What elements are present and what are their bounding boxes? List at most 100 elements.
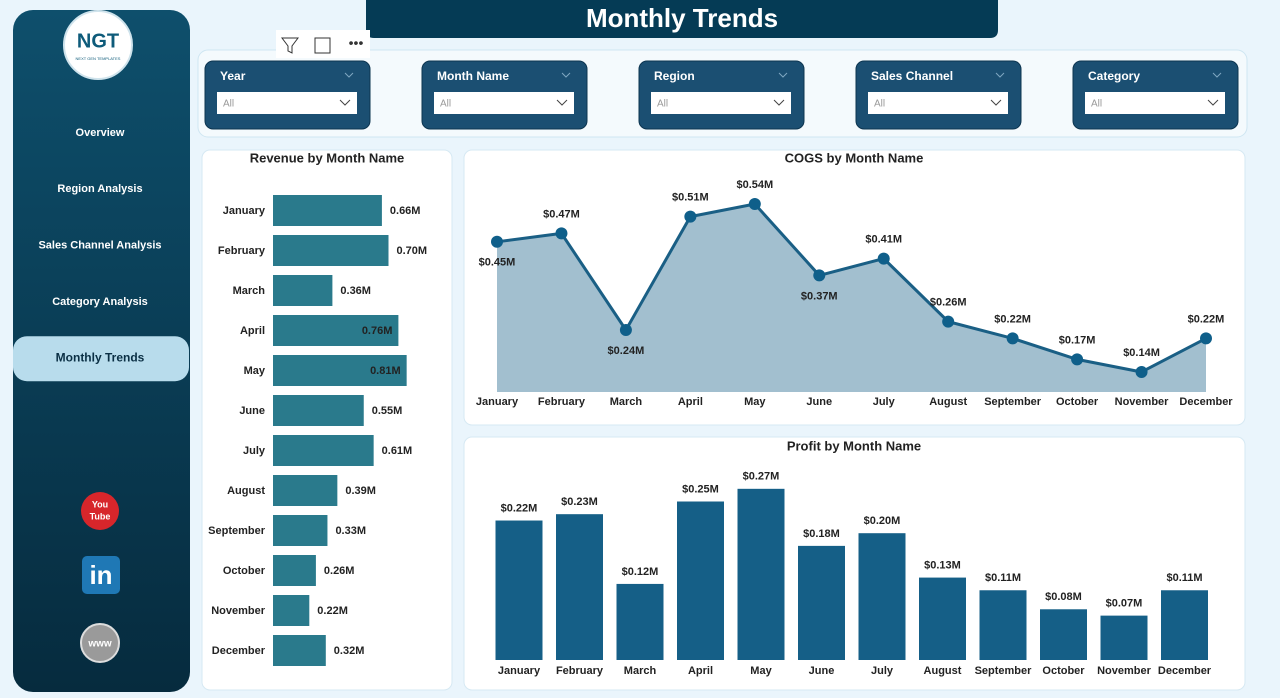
dropdown-value: All [440, 99, 451, 110]
category-label: July [243, 445, 266, 457]
category-label: October [223, 565, 266, 577]
bar [273, 195, 382, 226]
bar [1040, 609, 1087, 660]
youtube-text: You [92, 499, 108, 509]
data-label: $0.22M [1188, 313, 1225, 325]
bar [273, 275, 333, 306]
point [491, 235, 503, 248]
bar [858, 533, 906, 660]
filter-label: Category [1088, 69, 1140, 83]
focus-icon[interactable] [314, 37, 331, 54]
data-label: $0.17M [1059, 334, 1096, 346]
bar [273, 635, 326, 666]
bar [273, 235, 389, 266]
data-label: $0.51M [672, 192, 709, 204]
filter-label: Year [220, 69, 246, 83]
dropdown[interactable] [1085, 92, 1225, 114]
filter-icon[interactable] [281, 37, 299, 54]
category-label: December [212, 645, 266, 657]
bar [677, 501, 724, 660]
data-label: 0.33M [335, 525, 366, 537]
data-label: $0.22M [501, 502, 538, 514]
data-label: $0.08M [1045, 591, 1082, 603]
data-label: $0.07M [1106, 598, 1143, 610]
bar [273, 395, 364, 426]
data-label: 0.66M [390, 205, 421, 217]
point [555, 227, 568, 240]
chart-title: Revenue by Month Name [250, 150, 405, 165]
category-label: May [244, 365, 266, 377]
category-label: January [476, 396, 519, 408]
data-label: $0.47M [543, 208, 580, 220]
bar [737, 488, 785, 660]
data-label: 0.55M [372, 405, 403, 417]
data-label: $0.12M [622, 566, 659, 578]
bar [273, 435, 374, 466]
category-label: September [984, 396, 1042, 408]
bar [273, 315, 399, 346]
category-label: June [239, 405, 265, 417]
nav-item[interactable]: Monthly Trends [56, 350, 145, 364]
linkedin-icon[interactable] [82, 556, 120, 594]
bar [556, 514, 603, 660]
category-label: May [750, 665, 772, 677]
category-label: February [538, 396, 586, 408]
bar [979, 590, 1027, 660]
web-icon[interactable] [80, 623, 120, 663]
data-label: $0.54M [736, 179, 773, 191]
bar [495, 520, 543, 660]
logo [63, 10, 133, 80]
category-label: September [975, 665, 1033, 677]
logo-text: NGT [77, 30, 119, 52]
chevron [344, 72, 354, 78]
category-label: November [1097, 665, 1152, 677]
point [684, 210, 697, 223]
dropdown[interactable] [651, 92, 791, 114]
bar [273, 555, 316, 586]
header-bar [366, 0, 998, 38]
point [619, 324, 632, 336]
data-label: 0.76M [362, 325, 393, 337]
chevron [1212, 72, 1222, 78]
line [496, 202, 1207, 374]
bar [1161, 590, 1208, 660]
chevron [1207, 99, 1219, 106]
category-label: February [556, 665, 604, 677]
bar [273, 475, 338, 506]
dropdown[interactable] [434, 92, 574, 114]
data-label: 0.61M [382, 445, 413, 457]
nav-active [13, 336, 189, 382]
bar [273, 515, 328, 546]
category-label: March [610, 396, 643, 408]
data-label: 0.81M [370, 365, 401, 377]
point [1006, 332, 1019, 345]
data-label: $0.24M [608, 345, 645, 357]
nav-item[interactable]: Overview [76, 127, 125, 139]
logo-tagline: NEXT GEN TEMPLATES [76, 56, 121, 61]
more-icon[interactable]: ••• [349, 35, 364, 51]
chevron [561, 72, 571, 78]
data-label: $0.11M [1166, 572, 1202, 584]
nav-item[interactable]: Category Analysis [52, 296, 148, 308]
youtube-icon[interactable] [81, 492, 119, 530]
data-label: $0.11M [985, 572, 1021, 584]
category-label: June [809, 665, 835, 677]
chart-title: Profit by Month Name [787, 438, 921, 453]
nav-item[interactable]: Region Analysis [57, 183, 142, 195]
data-label: 0.39M [345, 485, 376, 497]
dropdown[interactable] [868, 92, 1008, 114]
category-label: August [227, 485, 265, 497]
data-label: $0.25M [682, 483, 719, 495]
category-label: March [624, 665, 657, 677]
data-label: $0.18M [803, 528, 840, 540]
dropdown[interactable] [217, 92, 357, 114]
data-label: 0.22M [317, 605, 348, 617]
chevron [339, 99, 351, 106]
bar [616, 583, 664, 660]
category-label: November [211, 605, 266, 617]
data-label: $0.20M [864, 515, 901, 527]
category-label: January [498, 665, 541, 677]
nav-item[interactable]: Sales Channel Analysis [38, 240, 161, 252]
data-label: $0.45M [479, 257, 516, 269]
category-label: July [871, 665, 894, 677]
